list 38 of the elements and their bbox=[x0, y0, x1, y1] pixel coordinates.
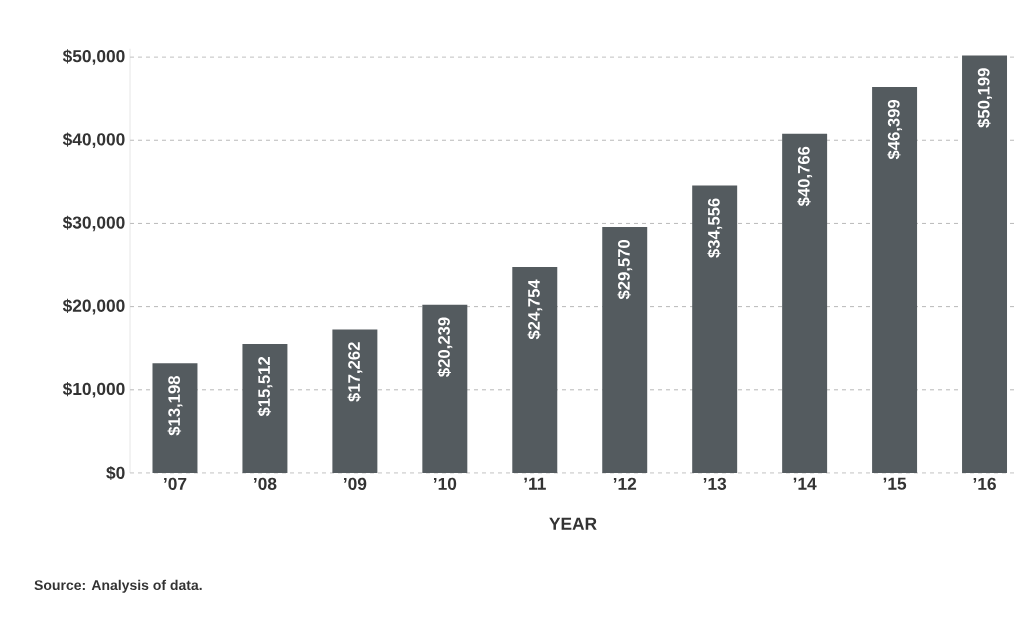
x-tick-label: ’09 bbox=[344, 477, 367, 490]
bar bbox=[602, 227, 648, 473]
bar bbox=[512, 267, 558, 473]
bar bbox=[152, 363, 198, 473]
bar bbox=[692, 185, 738, 473]
bar bbox=[962, 55, 1008, 473]
data-label: $20,239 bbox=[437, 317, 453, 377]
data-label: $34,556 bbox=[707, 198, 723, 258]
y-tick-label: $10,000 bbox=[62, 382, 125, 398]
data-label: $40,766 bbox=[797, 146, 813, 207]
y-tick-label: $40,000 bbox=[62, 132, 125, 149]
source-note: Source: Analysis of data. bbox=[34, 579, 202, 593]
bar bbox=[782, 133, 828, 473]
y-tick-label: $20,000 bbox=[62, 298, 125, 315]
bar bbox=[422, 304, 468, 473]
data-label: $24,754 bbox=[527, 279, 543, 340]
x-tick-label: ’12 bbox=[613, 477, 637, 490]
y-tick-label: $0 bbox=[106, 465, 125, 481]
bar bbox=[872, 87, 918, 473]
data-label: $50,199 bbox=[977, 68, 992, 128]
x-tick-label: ’10 bbox=[433, 477, 457, 490]
x-tick-label: ’15 bbox=[883, 477, 907, 490]
bar bbox=[242, 343, 288, 473]
x-tick-label: ’16 bbox=[973, 477, 996, 490]
data-label: $15,512 bbox=[257, 356, 273, 417]
x-tick-label: ’08 bbox=[254, 477, 277, 490]
data-label: $17,262 bbox=[347, 342, 363, 402]
data-label: $29,570 bbox=[617, 239, 633, 300]
x-tick-label: ’11 bbox=[524, 477, 546, 490]
data-label: $46,399 bbox=[887, 99, 903, 160]
x-tick-label: ’13 bbox=[703, 477, 727, 490]
x-tick-label: ’14 bbox=[793, 477, 817, 490]
x-axis-title: YEAR bbox=[549, 517, 597, 530]
data-label: $13,198 bbox=[167, 375, 183, 436]
y-tick-label: $30,000 bbox=[62, 215, 125, 232]
x-tick-label: ’07 bbox=[164, 477, 187, 490]
y-tick-label: $50,000 bbox=[62, 49, 125, 65]
bar bbox=[332, 329, 378, 473]
